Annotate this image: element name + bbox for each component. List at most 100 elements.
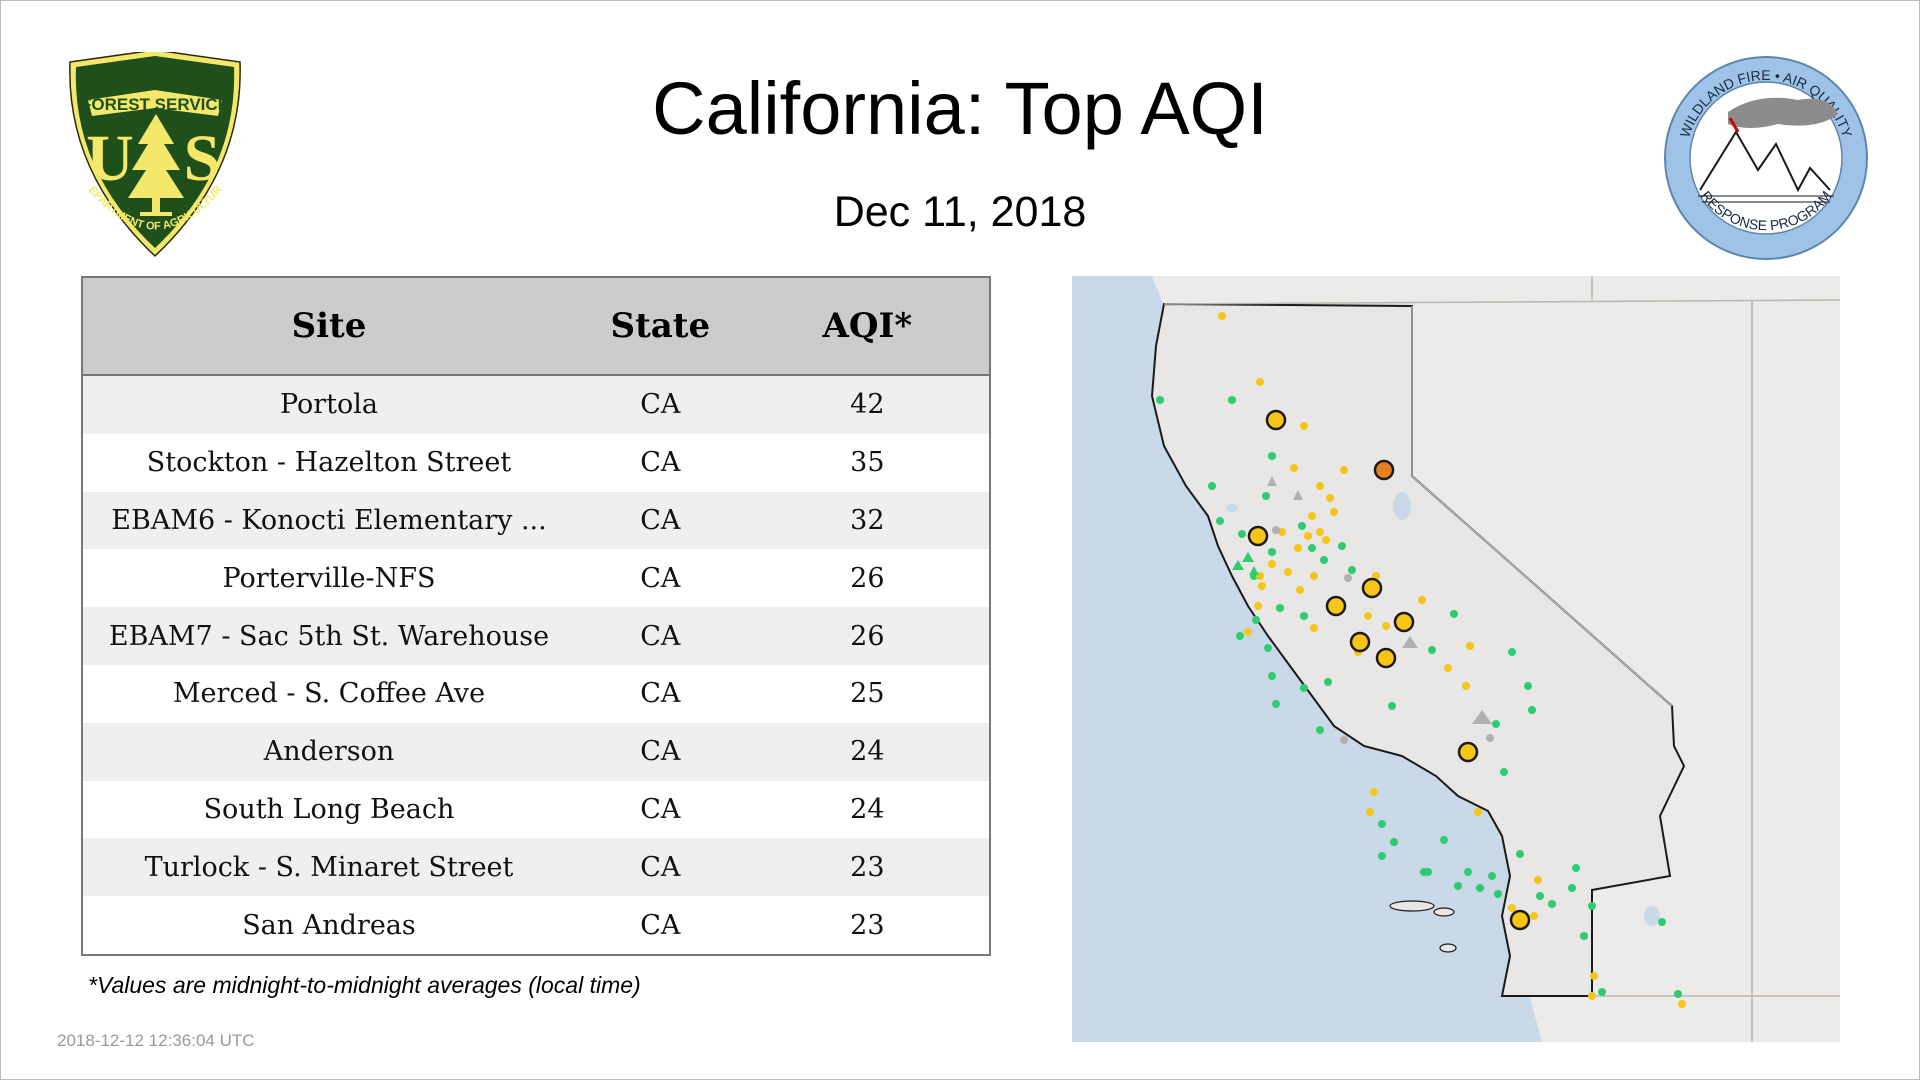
generated-timestamp: 2018-12-12 12:36:04 UTC xyxy=(57,1031,255,1050)
state-cell: CA xyxy=(574,664,746,723)
top-sites xyxy=(1247,409,1531,931)
good-monitor-dot xyxy=(1268,672,1276,680)
good-monitor-dot xyxy=(1316,726,1324,734)
state-cell: CA xyxy=(574,607,746,665)
moderate-monitor-dot xyxy=(1284,568,1292,576)
california-aqi-map xyxy=(1072,276,1840,1042)
fs-initial-u: U xyxy=(86,122,134,195)
temporary-monitor-triangle xyxy=(1242,552,1254,562)
state-cell: CA xyxy=(574,491,746,550)
table-row: Portola CA 42 xyxy=(82,375,990,434)
no-data-monitors xyxy=(1267,476,1494,744)
state-cell: CA xyxy=(574,375,746,434)
good-monitor-dot xyxy=(1548,900,1556,908)
aqi-cell: 23 xyxy=(745,896,990,955)
moderate-monitor-dot xyxy=(1296,586,1304,594)
state-cell: CA xyxy=(574,838,746,897)
good-monitor-dot xyxy=(1568,884,1576,892)
aqi-cell: 26 xyxy=(745,549,990,608)
good-monitor-dot xyxy=(1500,768,1508,776)
site-cell: South Long Beach xyxy=(82,780,575,839)
aqi-cell: 26 xyxy=(745,607,990,665)
good-monitor-dot xyxy=(1388,702,1396,710)
site-cell: San Andreas xyxy=(82,896,575,955)
good-monitor-dot xyxy=(1494,890,1502,898)
good-monitor-dot xyxy=(1588,902,1596,910)
site-cell: Anderson xyxy=(82,722,575,781)
aqi-cell: 25 xyxy=(745,664,990,723)
top-site-circle xyxy=(1325,595,1347,617)
moderate-monitor-dot xyxy=(1330,508,1338,516)
good-monitor-dot xyxy=(1228,396,1236,404)
moderate-monitor-dot xyxy=(1340,466,1348,474)
top-site-circle xyxy=(1393,611,1415,633)
table-row: South Long Beach CA 24 xyxy=(82,780,990,839)
smoke-plume-icon xyxy=(1728,97,1838,128)
moderate-monitor-dot xyxy=(1370,788,1378,796)
moderate-monitor-dot xyxy=(1366,808,1374,816)
wildland-fire-logo: WILDLAND FIRE • AIR QUALITY RESPONSE PRO… xyxy=(1664,56,1868,260)
good-monitor-dot xyxy=(1264,644,1272,652)
good-monitor-dot xyxy=(1598,988,1606,996)
site-cell: EBAM6 - Konocti Elementary ... xyxy=(82,491,575,550)
oregon-border xyxy=(1163,299,1840,305)
good-monitor-dot xyxy=(1216,517,1224,525)
table-row: Porterville-NFS CA 26 xyxy=(82,549,990,608)
aqi-cell: 42 xyxy=(745,375,990,434)
table-row: Stockton - Hazelton Street CA 35 xyxy=(82,433,990,492)
fire-line-icon xyxy=(1728,117,1740,133)
site-cell: Portola xyxy=(82,375,575,434)
good-monitor-dot xyxy=(1348,566,1356,574)
moderate-monitor-dot xyxy=(1474,808,1482,816)
site-cell: Turlock - S. Minaret Street xyxy=(82,838,575,897)
moderate-monitor-dot xyxy=(1268,560,1276,568)
site-cell: Stockton - Hazelton Street xyxy=(82,433,575,492)
moderate-monitor-dot xyxy=(1294,544,1302,552)
table-row: Merced - S. Coffee Ave CA 25 xyxy=(82,664,990,723)
moderate-monitor-dot xyxy=(1310,624,1318,632)
forest-service-logo: FOREST SERVICE U S DEPARTMENT OF AGRICUL… xyxy=(52,52,241,258)
aqi-cell: 23 xyxy=(745,838,990,897)
moderate-monitor-dot xyxy=(1530,912,1538,920)
good-monitor-dot xyxy=(1508,648,1516,656)
pacific-ocean xyxy=(1072,276,1542,1042)
good-monitor-dot xyxy=(1492,720,1500,728)
state-cell: CA xyxy=(574,549,746,608)
good-monitor-dot xyxy=(1516,850,1524,858)
moderate-monitor-dot xyxy=(1316,528,1324,536)
site-cell: Porterville-NFS xyxy=(82,549,575,608)
good-monitor-dot xyxy=(1536,892,1544,900)
table-row: San Andreas CA 23 xyxy=(82,896,990,955)
good-monitor-dot xyxy=(1440,836,1448,844)
moderate-monitor-dot xyxy=(1322,536,1330,544)
aqi-cell: 35 xyxy=(745,433,990,492)
good-monitor-dot xyxy=(1454,882,1462,890)
moderate-monitor-dot xyxy=(1256,378,1264,386)
footnote: *Values are midnight-to-midnight average… xyxy=(88,972,641,998)
good-monitor-dot xyxy=(1390,838,1398,846)
good-monitor-dot xyxy=(1308,544,1316,552)
moderate-monitor-dot xyxy=(1326,494,1334,502)
temporary-monitor-triangle xyxy=(1472,710,1492,724)
table-row: EBAM6 - Konocti Elementary ... CA 32 xyxy=(82,491,990,550)
temporary-monitor-triangle xyxy=(1232,560,1244,570)
aqi-cell: 32 xyxy=(745,491,990,550)
report-date: Dec 11, 2018 xyxy=(833,188,1087,236)
moderate-monitor-dot xyxy=(1258,582,1266,590)
moderate-monitor-dot xyxy=(1382,622,1390,630)
column-header-aqi: AQI* xyxy=(745,277,990,376)
moderate-monitor-dot xyxy=(1418,596,1426,604)
good-monitor-dot xyxy=(1378,820,1386,828)
fs-top-text: FOREST SERVICE xyxy=(81,95,229,114)
moderate-monitor-dot xyxy=(1588,992,1596,1000)
good-monitor-dot xyxy=(1378,852,1386,860)
temporary-monitor-triangle xyxy=(1267,476,1277,486)
good-monitor-dot xyxy=(1320,556,1328,564)
state-cell: CA xyxy=(574,722,746,781)
salton-sea xyxy=(1644,906,1660,926)
california-border xyxy=(1150,302,1686,997)
moderate-monitor-dot xyxy=(1590,972,1598,980)
good-monitor-dot xyxy=(1236,632,1244,640)
moderate-monitor-dot xyxy=(1462,682,1470,690)
good-monitor-dot xyxy=(1528,706,1536,714)
